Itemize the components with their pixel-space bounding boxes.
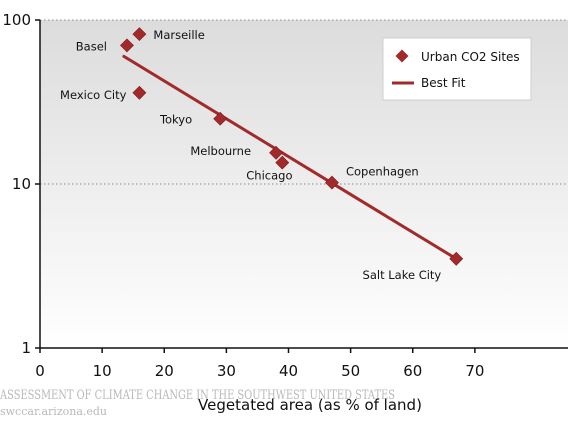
point-label: Marseille	[153, 28, 204, 42]
x-tick-label: 0	[35, 362, 45, 380]
watermark-line1: ASSESSMENT OF CLIMATE CHANGE IN THE SOUT…	[0, 388, 395, 403]
legend-box	[382, 37, 532, 101]
data-point	[449, 251, 464, 266]
point-label: Mexico City	[60, 88, 127, 102]
data-point	[213, 111, 228, 126]
y-tick-label: 10	[12, 175, 31, 193]
x-tick-label: 60	[403, 362, 422, 380]
point-label: Copenhagen	[346, 165, 419, 179]
x-tick-label: 40	[279, 362, 298, 380]
legend-label-fit: Best Fit	[421, 76, 466, 90]
x-tick-label: 50	[341, 362, 360, 380]
data-point	[120, 38, 134, 53]
data-point	[269, 145, 283, 160]
data-point	[132, 27, 147, 42]
y-tick-label: 100	[2, 11, 31, 29]
x-tick-label: 10	[93, 362, 112, 380]
point-label: Melbourne	[190, 144, 251, 158]
data-point	[325, 175, 339, 190]
x-tick-label: 30	[217, 362, 236, 380]
data-point	[132, 85, 147, 100]
point-label: Salt Lake City	[363, 268, 442, 282]
x-tick-label: 70	[465, 362, 484, 380]
y-tick-label: 1	[21, 339, 31, 357]
x-tick-label: 20	[155, 362, 174, 380]
data-point	[275, 155, 290, 170]
best-fit-line	[122, 54, 458, 261]
point-label: Chicago	[246, 169, 292, 183]
legend-marker-points	[395, 49, 409, 63]
x-axis-label: Vegetated area (as % of land)	[198, 396, 422, 414]
watermark-line2: swccar.arizona.edu	[0, 405, 107, 418]
legend-label-points: Urban CO2 Sites	[421, 50, 520, 64]
point-label: Tokyo	[159, 113, 192, 127]
point-label: Basel	[76, 39, 107, 53]
